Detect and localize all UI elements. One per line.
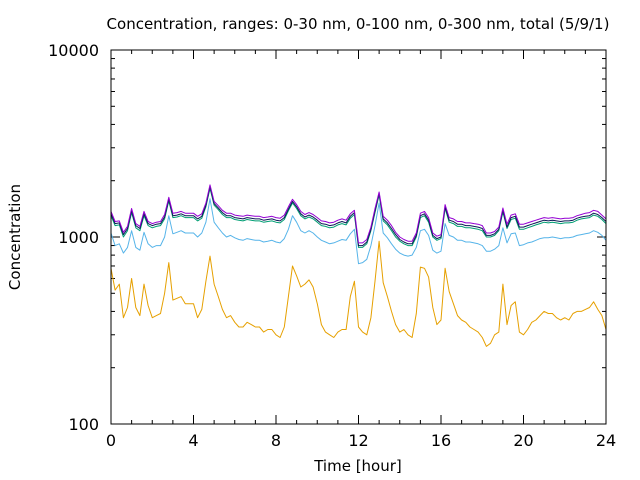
axis-ticks — [110, 49, 607, 425]
series-line-5 — [110, 184, 607, 244]
chart-title: Concentration, ranges: 0-30 nm, 0-100 nm… — [107, 15, 610, 33]
axis-tick-labels: 0 4 8 12 16 20 24 100 1000 10000 — [48, 41, 616, 450]
x-tick-label: 12 — [348, 431, 368, 450]
y-tick-label: 10000 — [48, 41, 99, 60]
series-lines — [110, 184, 607, 347]
x-tick-label: 20 — [513, 431, 533, 450]
series-line-4 — [110, 186, 607, 247]
y-axis-label: Concentration — [6, 184, 24, 290]
x-tick-label: 8 — [271, 431, 281, 450]
plot-frame — [110, 49, 607, 425]
x-tick-label: 4 — [188, 431, 198, 450]
x-tick-label: 24 — [596, 431, 616, 450]
y-tick-label: 100 — [68, 415, 99, 434]
series-line-3 — [110, 187, 607, 248]
series-line-1 — [110, 240, 607, 347]
x-tick-label: 16 — [431, 431, 451, 450]
x-tick-label: 0 — [106, 431, 116, 450]
y-tick-label: 1000 — [58, 228, 99, 247]
series-line-2 — [110, 198, 607, 265]
x-axis-label: Time [hour] — [313, 457, 402, 475]
